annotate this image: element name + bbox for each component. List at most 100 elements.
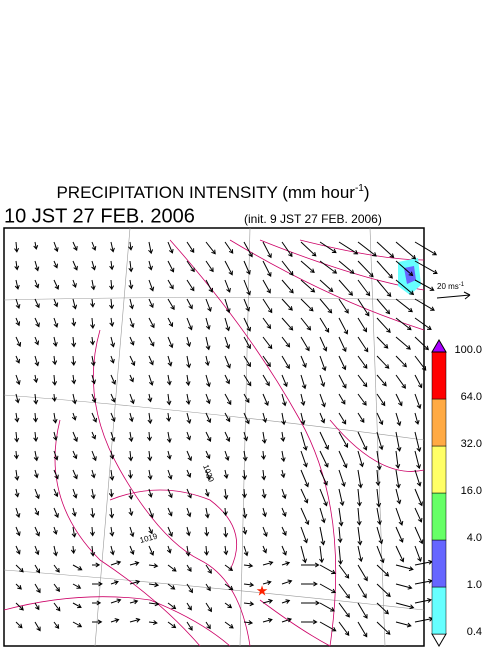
wind-arrow	[300, 241, 317, 257]
wind-arrow	[222, 507, 228, 517]
wind-arrow	[72, 602, 82, 609]
wind-arrow	[376, 583, 391, 598]
wind-arrow	[243, 431, 249, 442]
wind-arrow	[224, 583, 234, 591]
wind-arrow	[262, 580, 272, 586]
wind-arrow	[53, 545, 58, 557]
wind-arrow	[33, 450, 39, 462]
wind-arrow	[14, 260, 20, 271]
wind-arrow	[109, 450, 115, 460]
wind-arrow	[262, 336, 273, 350]
wind-arrow	[357, 393, 367, 406]
wind-arrow	[148, 563, 159, 569]
wind-arrow	[71, 526, 77, 538]
wind-arrow	[53, 469, 59, 480]
wind-arrow	[129, 579, 141, 585]
wind-arrow	[319, 545, 325, 564]
wind-arrow	[166, 450, 172, 460]
colorbar-segment	[431, 351, 447, 400]
wind-arrow	[148, 545, 155, 556]
wind-arrow	[395, 583, 413, 590]
wind-arrow	[34, 355, 40, 367]
wind-arrow	[129, 336, 135, 346]
wind-arrow	[167, 602, 177, 610]
wind-arrow	[14, 279, 20, 290]
wind-arrow	[395, 412, 402, 427]
colorbar-label: 16.0	[461, 485, 482, 497]
wind-arrow	[167, 317, 174, 328]
wind-arrow	[395, 526, 404, 543]
wind-arrow	[300, 260, 315, 274]
wind-arrow	[110, 580, 119, 586]
wind-arrow	[262, 507, 267, 518]
wind-arrow	[261, 488, 267, 499]
wind-arrow	[15, 355, 21, 364]
wind-arrow	[357, 450, 365, 468]
wind-arrow	[205, 621, 211, 630]
wind-arrow	[243, 601, 255, 607]
wind-arrow	[33, 431, 39, 442]
wind-arrow	[376, 621, 391, 635]
wind-arrow	[166, 393, 172, 406]
wind-arrow	[110, 336, 116, 348]
wind-arrow	[242, 526, 248, 535]
wind-arrow	[109, 260, 115, 271]
wind-arrow	[281, 412, 286, 426]
wind-arrow	[243, 545, 249, 557]
wind-arrow	[319, 488, 328, 507]
wind-arrow	[166, 374, 172, 386]
wind-arrow	[204, 507, 210, 519]
wind-arrow	[34, 336, 40, 346]
wind-arrow	[243, 355, 251, 368]
wind-arrow	[166, 545, 172, 554]
wind-arrow	[148, 526, 153, 535]
wind-arrow	[148, 488, 153, 498]
wind-arrow	[110, 412, 116, 423]
wind-arrow	[110, 374, 116, 385]
wind-arrow	[261, 431, 267, 444]
map-frame	[3, 227, 425, 647]
wind-arrow	[71, 336, 77, 348]
title-suffix: )	[364, 183, 370, 202]
wind-arrow	[262, 355, 271, 368]
wind-arrow	[71, 374, 77, 385]
wind-arrow	[53, 298, 59, 308]
wind-arrow	[91, 374, 96, 385]
colorbar-segment	[431, 492, 447, 541]
wind-arrow	[148, 601, 160, 607]
wind-arrow	[395, 602, 415, 610]
colorbar: 0.4 1.0 4.0 16.0 32.0 64.0 100.0	[431, 339, 482, 647]
wind-arrow	[91, 600, 102, 606]
wind-arrow	[357, 279, 371, 297]
wind-arrow	[129, 561, 140, 566]
wind-arrow	[281, 260, 294, 276]
wind-arrow	[129, 374, 134, 383]
colorbar-segment	[431, 398, 447, 447]
wind-arrow	[72, 564, 83, 571]
wind-arrow	[281, 599, 291, 604]
wind-arrow	[90, 336, 95, 346]
wind-arrow	[300, 298, 314, 312]
wind-arrow	[148, 260, 153, 271]
wind-arrow	[33, 469, 39, 479]
wind-arrow	[129, 526, 135, 538]
wind-arrow	[224, 621, 234, 629]
wind-arrow	[414, 469, 422, 487]
wind-arrow	[338, 393, 346, 405]
wind-arrow	[89, 526, 95, 537]
wind-arrow	[262, 393, 269, 406]
wind-arrow	[357, 469, 363, 489]
wind-arrow	[128, 279, 134, 290]
wind-arrow	[319, 602, 335, 612]
wind-arrow	[148, 279, 155, 292]
wind-arrow	[338, 260, 355, 275]
wind-arrow	[51, 393, 57, 402]
wind-arrow	[148, 317, 155, 329]
wind-arrow	[129, 298, 134, 310]
wind-arrow	[34, 279, 40, 289]
wind-arrow	[224, 450, 230, 462]
wind-arrow	[204, 488, 210, 498]
wind-arrow	[147, 393, 153, 403]
wind-arrow	[53, 621, 60, 629]
wind-arrow	[71, 317, 77, 327]
